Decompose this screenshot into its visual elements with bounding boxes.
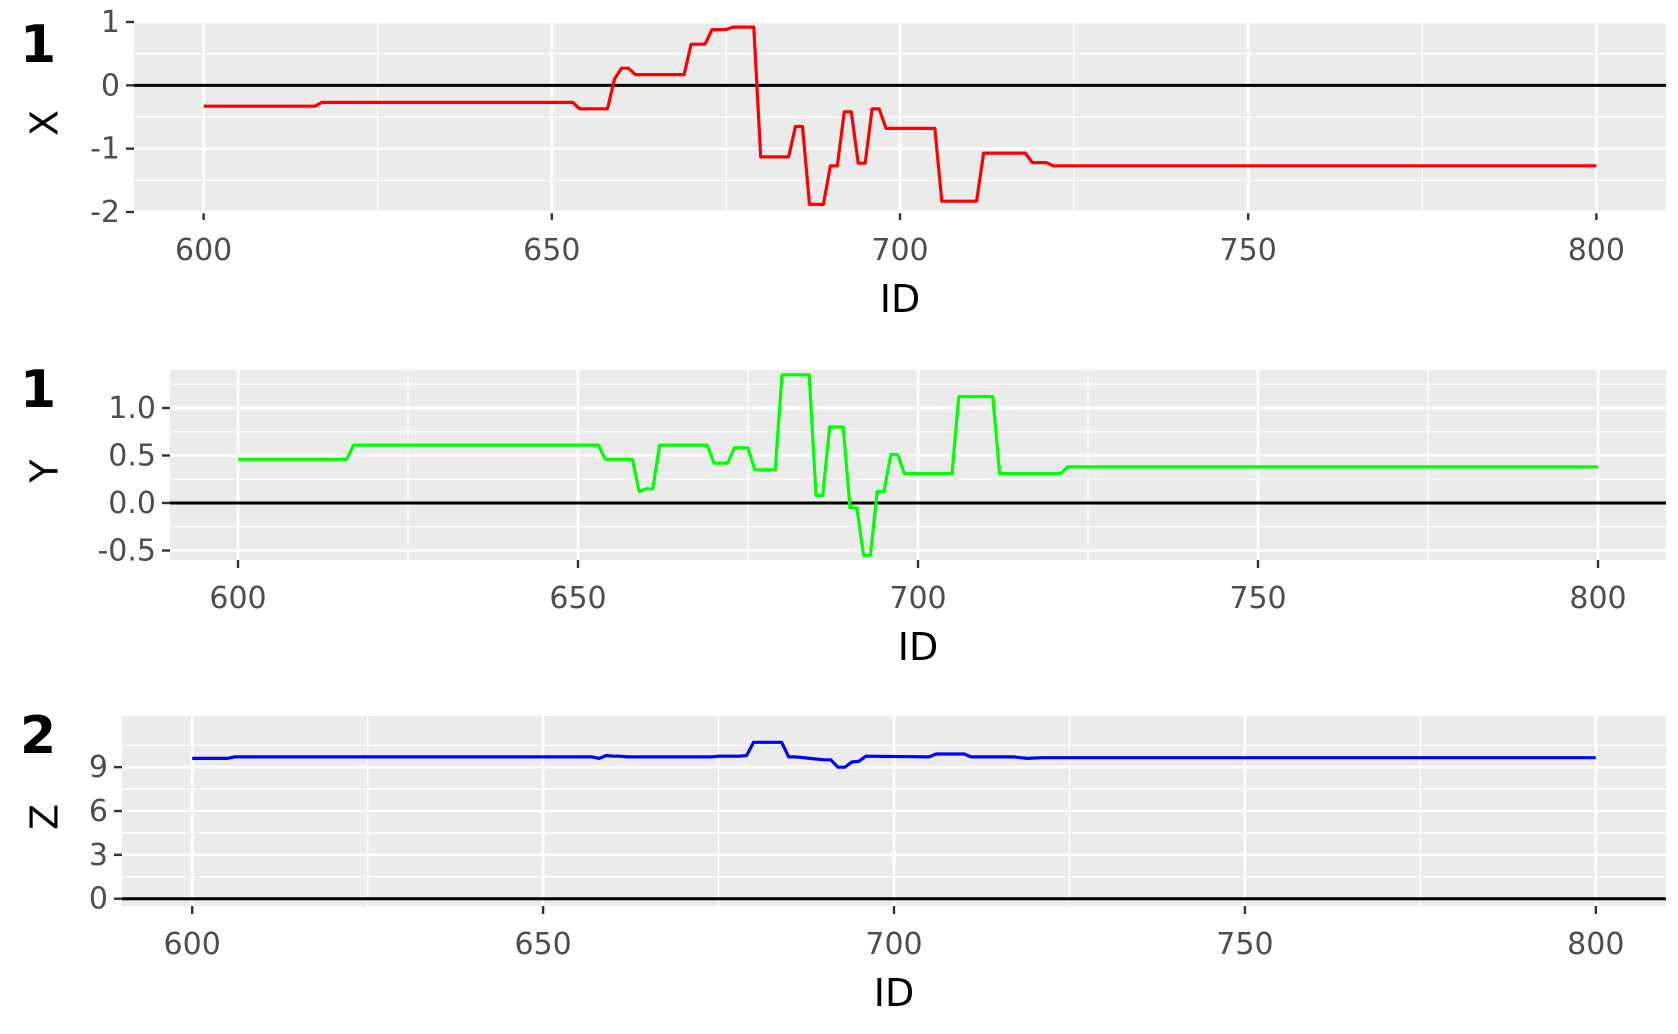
- x-tick-label: 650: [523, 233, 580, 268]
- x-tick-label: 800: [1567, 927, 1624, 962]
- x-tick-label: 600: [164, 927, 221, 962]
- y-tick-label: 1.0: [108, 391, 156, 426]
- x-tick-label: 700: [889, 581, 946, 616]
- x-tick-label: 600: [175, 233, 232, 268]
- x-tick-label: 650: [514, 927, 571, 962]
- y-tick-label: 6: [89, 794, 108, 829]
- series-line-z: [192, 740, 1596, 769]
- x-axis-title: ID: [880, 277, 920, 321]
- panel-tag: 1: [20, 15, 56, 75]
- series-line-x: [203, 25, 1597, 206]
- y-tick-label: 1: [101, 5, 120, 40]
- panel-tag: 2: [20, 706, 56, 766]
- x-tick-label: 600: [209, 581, 266, 616]
- x-tick-label: 750: [1216, 927, 1273, 962]
- x-tick-label: 800: [1568, 233, 1625, 268]
- series-line-y: [238, 373, 1598, 557]
- y-tick-label: -1: [90, 132, 120, 167]
- y-axis-title: Z: [22, 804, 66, 830]
- x-axis-title: ID: [898, 625, 938, 669]
- y-tick-label: -2: [90, 195, 120, 230]
- panel-tag: 1: [20, 360, 56, 420]
- x-axis-title: ID: [874, 971, 914, 1015]
- y-tick-label: -0.5: [97, 534, 156, 569]
- y-tick-label: 0: [101, 68, 120, 103]
- y-axis-title: X: [22, 110, 66, 136]
- y-axis-title: Y: [22, 459, 66, 484]
- y-tick-label: 0.5: [108, 439, 156, 474]
- y-tick-label: 0.0: [108, 486, 156, 521]
- x-tick-label: 650: [549, 581, 606, 616]
- y-tick-label: 9: [89, 750, 108, 785]
- x-tick-label: 750: [1229, 581, 1286, 616]
- z-panel: 600 650 700 750 800 0 3 6 92 ID Z: [20, 706, 1666, 1015]
- y-tick-label: 0: [89, 882, 108, 917]
- x-tick-label: 700: [871, 233, 928, 268]
- x-panel: 600 650 700 750 800 -2 -1 0 1 1 ID X: [20, 5, 1666, 321]
- x-tick-label: 750: [1220, 233, 1277, 268]
- x-tick-label: 700: [865, 927, 922, 962]
- y-panel: 600 650 700 750 800 -0.5 0.0 0.5 1.0 1 ID Y: [20, 360, 1666, 669]
- x-tick-label: 800: [1569, 581, 1626, 616]
- y-tick-label: 3: [89, 838, 108, 873]
